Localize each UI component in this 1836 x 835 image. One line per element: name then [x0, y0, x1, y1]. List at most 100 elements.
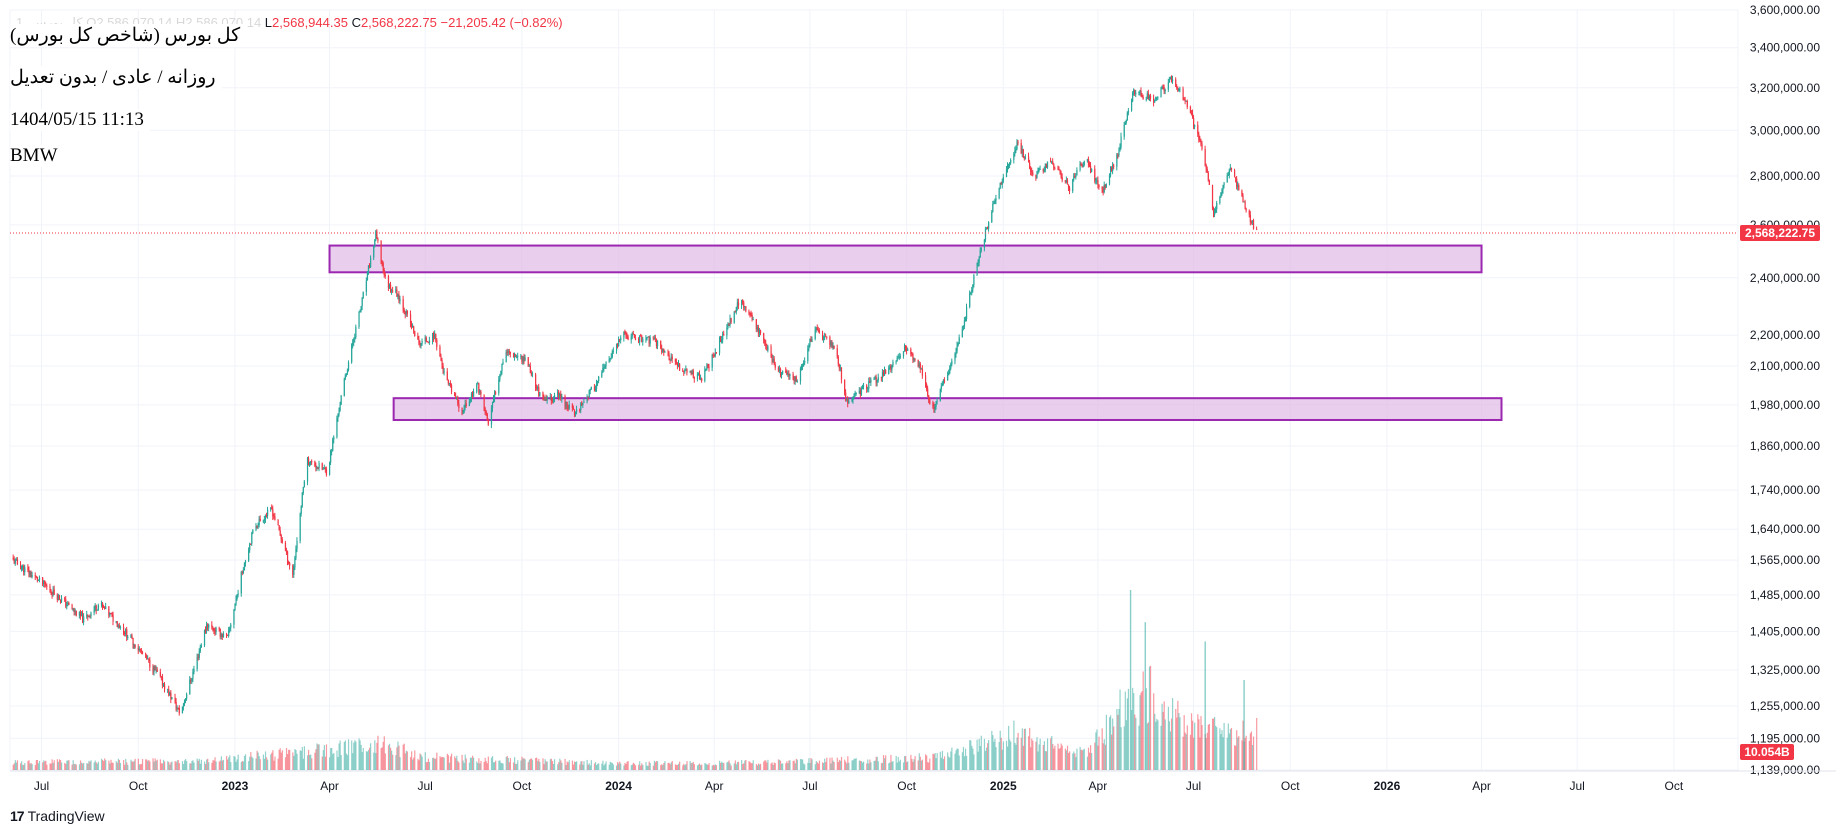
volume-bar: [330, 748, 332, 770]
volume-bar: [674, 764, 677, 770]
volume-bar: [667, 762, 669, 770]
candle-body: [376, 231, 378, 239]
volume-bar: [728, 760, 730, 770]
volume-bar: [1083, 748, 1085, 770]
candle-body: [12, 558, 14, 560]
volume-bar: [950, 751, 952, 770]
volume-bar: [272, 750, 274, 770]
candle-body: [250, 543, 252, 545]
volume-bar: [417, 758, 419, 770]
volume-bar: [154, 758, 156, 770]
candle-body: [469, 398, 472, 401]
candle-body: [793, 379, 795, 382]
candle-body: [751, 314, 753, 320]
volume-bar: [218, 761, 220, 770]
volume-bar: [1090, 745, 1092, 770]
candle-body: [38, 577, 41, 580]
candle-body: [752, 319, 754, 321]
candle-body: [1200, 141, 1202, 144]
candle-body: [633, 334, 636, 338]
candle-body: [508, 351, 510, 353]
support-resistance-zones[interactable]: [328, 244, 1503, 422]
candle-body: [1086, 159, 1089, 162]
volume-bar: [110, 759, 112, 770]
volume-bar: [1024, 728, 1027, 770]
candle-body: [903, 345, 906, 352]
tradingview-branding[interactable]: 17 TradingView: [10, 808, 105, 824]
volume-bar: [691, 762, 693, 770]
volume-bar: [1035, 741, 1037, 770]
candle-body: [976, 264, 978, 275]
volume-bar: [907, 761, 909, 770]
candle-body: [471, 394, 474, 397]
candle-body: [618, 339, 620, 346]
candle-body: [51, 592, 53, 595]
volume-bar: [1242, 720, 1244, 770]
candle-body: [1119, 146, 1121, 152]
volume-bar: [16, 760, 19, 770]
volume-bar: [499, 760, 501, 770]
price-axis[interactable]: 3,600,000.003,400,000.003,200,000.003,00…: [1740, 3, 1820, 777]
volume-bar: [38, 760, 41, 770]
volume-bar: [1082, 749, 1084, 770]
volume-bar: [1095, 732, 1097, 770]
volume-bar: [29, 763, 31, 770]
volume-bar: [418, 760, 420, 770]
volume-bar: [1208, 723, 1210, 770]
volume-bar: [1044, 751, 1047, 770]
candle-body: [78, 612, 81, 616]
candle-body: [538, 387, 540, 397]
volume-bar: [830, 763, 832, 770]
candle-body: [549, 396, 551, 398]
candle-body: [197, 657, 199, 659]
volume-bar: [734, 760, 736, 770]
volume-bar: [601, 763, 603, 770]
candle-body: [615, 345, 618, 351]
volume-bar: [735, 764, 738, 770]
candle-body: [1157, 97, 1159, 99]
volume-bar: [226, 756, 228, 770]
volume-bar: [322, 750, 324, 770]
candle-body: [833, 346, 835, 349]
candle-body: [1216, 203, 1218, 210]
candle-body: [875, 376, 877, 383]
candle-body: [921, 368, 924, 376]
volume-bar: [693, 764, 695, 770]
volume-bar: [963, 756, 966, 770]
candle-body: [392, 290, 394, 292]
candle-body: [898, 356, 900, 358]
candle-body: [162, 684, 165, 686]
candle-body: [750, 313, 752, 315]
candle-body: [396, 289, 398, 297]
candle-body: [530, 372, 533, 375]
volume-bar: [836, 757, 838, 770]
index-title: کل بورس (شاخص کل بورس): [10, 24, 247, 47]
volume-bar: [623, 765, 625, 770]
candle-body: [373, 246, 375, 258]
volume-spike: [1204, 641, 1206, 770]
candle-body: [523, 357, 525, 361]
candle-body: [796, 381, 798, 383]
volume-bar: [433, 757, 435, 770]
volume-bar: [31, 764, 33, 770]
candle-body: [448, 383, 451, 385]
candle-body: [895, 361, 897, 363]
volume-bar: [336, 750, 338, 770]
candle-body: [998, 188, 1000, 199]
time-axis[interactable]: Jul Oct 2023 Apr Jul Oct 2024 Apr Jul Oct 2025 Apr J…: [10, 770, 1836, 793]
candle-body: [814, 330, 816, 340]
volume-bar: [284, 757, 287, 770]
volume-bar: [293, 755, 295, 770]
volume-bar: [877, 761, 879, 770]
volume-bar: [148, 759, 150, 770]
volume-bar: [914, 756, 916, 770]
candle-body: [271, 507, 273, 510]
volume-bar: [337, 757, 339, 770]
candle-body: [972, 284, 974, 290]
candle-body: [582, 402, 584, 406]
candle-body: [362, 291, 364, 298]
candle-body: [215, 627, 217, 632]
candle-body: [1140, 90, 1142, 96]
candle-body: [736, 302, 739, 308]
